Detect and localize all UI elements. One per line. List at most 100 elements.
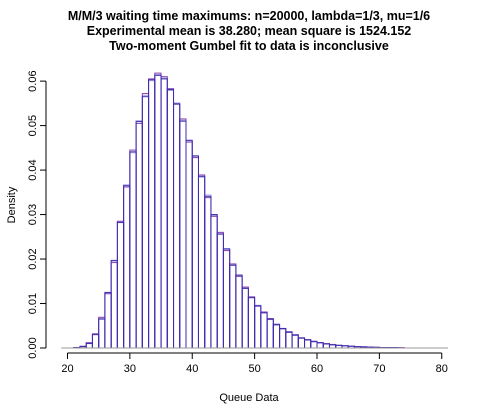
- histogram-bar: [316, 342, 324, 349]
- y-tick-label: 0.06: [27, 70, 39, 91]
- histogram-bar: [185, 139, 193, 349]
- x-tick-label: 80: [436, 363, 448, 375]
- histogram-bar: [254, 305, 262, 349]
- x-tick-label: 60: [311, 363, 323, 375]
- histogram-bar: [260, 312, 268, 349]
- histogram-bar: [91, 333, 100, 349]
- histogram-bar: [166, 89, 175, 349]
- histogram-bar: [91, 334, 100, 349]
- y-tick-label: 0.00: [27, 337, 39, 358]
- histogram-bar: [104, 291, 112, 349]
- histogram-bar: [148, 79, 156, 349]
- x-tick-label: 20: [61, 363, 73, 375]
- y-tick-label: 0.01: [27, 293, 39, 314]
- histogram-bar: [310, 340, 318, 349]
- histogram-bar: [279, 328, 287, 349]
- histogram-bar: [304, 339, 312, 349]
- histogram-bar: [204, 197, 212, 349]
- histogram-bar: [216, 232, 224, 349]
- histogram-bar: [185, 141, 193, 349]
- histogram-bar: [266, 319, 274, 349]
- histogram-bar: [160, 77, 168, 349]
- histogram-bar: [191, 157, 199, 349]
- histogram-bar: [272, 324, 281, 349]
- histogram-bar: [247, 297, 256, 349]
- histogram-bar: [310, 340, 318, 349]
- histogram-bar: [291, 334, 299, 349]
- histogram-bar: [129, 151, 137, 349]
- histogram-bar: [185, 140, 193, 349]
- histogram-bar: [304, 339, 312, 349]
- histogram-bar: [279, 327, 287, 349]
- histogram-bar: [235, 275, 243, 349]
- histogram-bar: [116, 222, 125, 349]
- histogram-bar: [154, 73, 162, 349]
- histogram-bar: [197, 174, 206, 349]
- histogram-bar: [304, 339, 312, 349]
- y-tick-label: 0.03: [27, 204, 39, 225]
- histogram-bar: [191, 156, 199, 349]
- histogram-bar: [148, 78, 156, 349]
- histogram-bar: [173, 103, 181, 349]
- histogram-bar: [222, 250, 231, 349]
- histogram-bar: [229, 263, 237, 349]
- histogram-bar: [123, 184, 131, 349]
- histogram-bar: [166, 88, 175, 349]
- histogram-bar: [297, 337, 306, 349]
- histogram-bar: [160, 76, 168, 349]
- histogram-bar: [285, 331, 293, 349]
- histogram-bars: [73, 72, 405, 349]
- histogram-bar: [98, 316, 106, 349]
- histogram-bar: [110, 260, 118, 349]
- histogram-bar: [123, 185, 131, 349]
- x-tick-label: 30: [124, 363, 136, 375]
- x-tick-label: 70: [373, 363, 385, 375]
- histogram-bar: [166, 89, 175, 349]
- histogram-bar: [266, 318, 274, 349]
- histogram-bar: [110, 259, 118, 349]
- histogram-bar: [154, 74, 162, 349]
- bar-series-1: [73, 74, 399, 349]
- histogram-bar: [235, 275, 243, 349]
- histogram-bar: [179, 119, 187, 349]
- histogram-bar: [91, 333, 100, 349]
- histogram-bar: [210, 215, 218, 349]
- chart-title-line-2: Experimental mean is 38.280; mean square…: [87, 24, 412, 38]
- histogram-bar: [285, 331, 293, 349]
- histogram-bar: [229, 263, 237, 349]
- y-tick-label: 0.05: [27, 115, 39, 136]
- histogram-bar: [116, 220, 125, 349]
- histogram-bar: [179, 118, 187, 349]
- histogram-bar: [241, 287, 249, 349]
- y-axis-label: Density: [6, 186, 18, 223]
- y-tick-label: 0.04: [27, 159, 39, 180]
- histogram-bar: [297, 337, 306, 349]
- histogram-bar: [98, 317, 106, 349]
- histogram-bar: [222, 249, 231, 349]
- histogram-bar: [266, 318, 274, 349]
- histogram-bar: [141, 93, 150, 349]
- histogram-bar: [291, 335, 299, 349]
- histogram-bar: [229, 264, 237, 349]
- histogram-bar: [235, 274, 243, 349]
- histogram-bar: [129, 152, 137, 349]
- histogram-bar: [310, 341, 318, 349]
- histogram-bar: [160, 78, 168, 349]
- histogram-bar: [216, 233, 224, 349]
- histogram-bar: [241, 287, 249, 349]
- histogram-bar: [216, 231, 224, 349]
- histogram-bar: [222, 248, 231, 349]
- histogram-bar: [297, 337, 306, 349]
- y-axis: 0.00 0.01 0.02 0.03 0.04 0.05 0.06: [27, 70, 47, 359]
- histogram-bar: [241, 286, 249, 349]
- histogram-bar: [285, 331, 293, 349]
- histogram-bar: [85, 343, 93, 349]
- histogram-bar: [110, 262, 118, 349]
- x-tick-label: 50: [248, 363, 260, 375]
- histogram-bar: [129, 149, 137, 349]
- histogram-bar: [272, 323, 281, 349]
- histogram-bar: [260, 311, 268, 349]
- histogram-bar: [173, 102, 181, 349]
- histogram-bar: [247, 296, 256, 349]
